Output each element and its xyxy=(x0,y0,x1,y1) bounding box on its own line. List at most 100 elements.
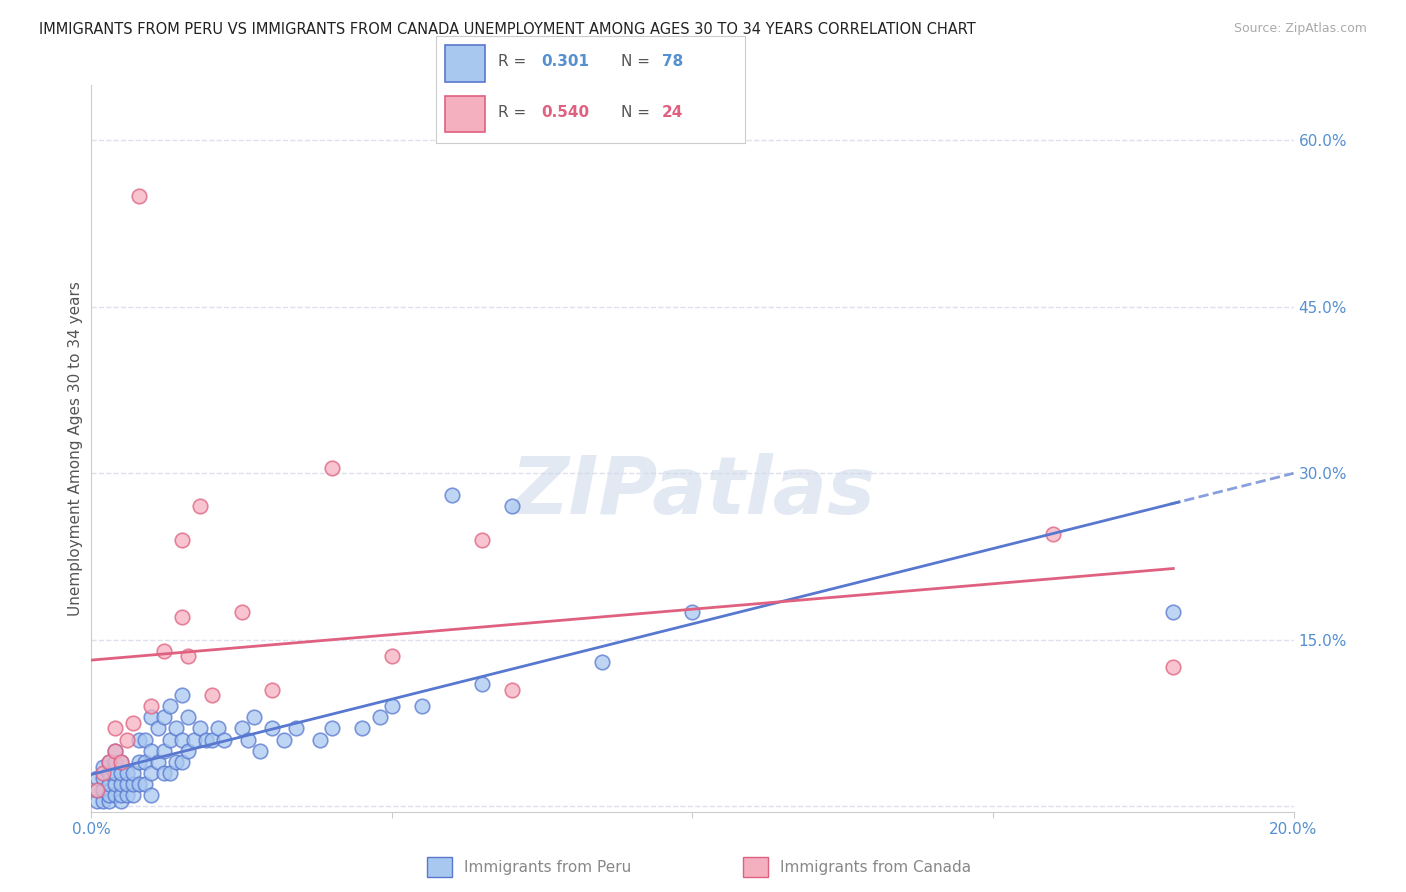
Y-axis label: Unemployment Among Ages 30 to 34 years: Unemployment Among Ages 30 to 34 years xyxy=(67,281,83,615)
Point xyxy=(104,765,127,780)
Text: 78: 78 xyxy=(662,54,683,69)
Point xyxy=(141,699,163,714)
Point xyxy=(152,765,174,780)
Point xyxy=(176,649,198,664)
Text: Source: ZipAtlas.com: Source: ZipAtlas.com xyxy=(1233,22,1367,36)
Point xyxy=(159,699,181,714)
Point xyxy=(350,722,373,736)
Point xyxy=(86,782,108,797)
Point xyxy=(501,682,523,697)
FancyBboxPatch shape xyxy=(446,95,485,132)
Point xyxy=(134,755,156,769)
Point xyxy=(152,744,174,758)
Point xyxy=(122,788,145,802)
Point xyxy=(231,722,253,736)
Point xyxy=(242,710,264,724)
Point xyxy=(86,782,108,797)
Point xyxy=(170,533,193,547)
Point xyxy=(104,744,127,758)
Point xyxy=(170,688,193,702)
Point xyxy=(104,777,127,791)
Point xyxy=(104,755,127,769)
Point xyxy=(110,777,132,791)
Point xyxy=(1042,527,1064,541)
Point xyxy=(471,533,494,547)
Point xyxy=(207,722,229,736)
Point xyxy=(170,755,193,769)
Text: 24: 24 xyxy=(662,105,683,120)
Point xyxy=(98,755,121,769)
Point xyxy=(104,722,127,736)
Point xyxy=(170,610,193,624)
Text: Immigrants from Peru: Immigrants from Peru xyxy=(464,860,631,874)
Point xyxy=(110,755,132,769)
Point xyxy=(86,794,108,808)
Point xyxy=(117,732,139,747)
Text: R =: R = xyxy=(498,105,531,120)
Point xyxy=(284,722,307,736)
Point xyxy=(681,605,703,619)
Point xyxy=(440,488,463,502)
Point xyxy=(201,732,224,747)
Point xyxy=(128,188,150,202)
Point xyxy=(134,732,156,747)
Text: IMMIGRANTS FROM PERU VS IMMIGRANTS FROM CANADA UNEMPLOYMENT AMONG AGES 30 TO 34 : IMMIGRANTS FROM PERU VS IMMIGRANTS FROM … xyxy=(39,22,976,37)
Point xyxy=(176,744,198,758)
Point xyxy=(260,722,283,736)
Point xyxy=(93,765,115,780)
Point xyxy=(471,677,494,691)
Point xyxy=(141,710,163,724)
Point xyxy=(249,744,271,758)
Point xyxy=(188,500,211,514)
Point xyxy=(170,732,193,747)
Point xyxy=(93,760,115,774)
Point xyxy=(110,788,132,802)
Point xyxy=(591,655,613,669)
Point xyxy=(134,777,156,791)
Point xyxy=(141,788,163,802)
Point xyxy=(146,755,169,769)
Point xyxy=(98,777,121,791)
Point xyxy=(104,744,127,758)
FancyBboxPatch shape xyxy=(427,857,451,877)
Text: N =: N = xyxy=(621,54,655,69)
Point xyxy=(159,765,181,780)
Point xyxy=(122,777,145,791)
Point xyxy=(110,765,132,780)
Point xyxy=(231,605,253,619)
Text: 0.301: 0.301 xyxy=(541,54,589,69)
Point xyxy=(86,772,108,786)
Point xyxy=(98,765,121,780)
Point xyxy=(122,715,145,730)
Point xyxy=(141,744,163,758)
Point xyxy=(110,794,132,808)
Point xyxy=(93,772,115,786)
Point xyxy=(152,644,174,658)
Point xyxy=(1161,605,1184,619)
Point xyxy=(104,788,127,802)
Point xyxy=(236,732,259,747)
Point xyxy=(93,794,115,808)
Point xyxy=(117,777,139,791)
Point xyxy=(122,765,145,780)
Point xyxy=(501,500,523,514)
Point xyxy=(194,732,217,747)
Text: Immigrants from Canada: Immigrants from Canada xyxy=(780,860,972,874)
Point xyxy=(93,782,115,797)
Point xyxy=(159,732,181,747)
Point xyxy=(176,710,198,724)
Point xyxy=(260,682,283,697)
Point xyxy=(381,649,404,664)
Point xyxy=(128,777,150,791)
Point xyxy=(321,460,343,475)
Point xyxy=(183,732,205,747)
Text: 0.540: 0.540 xyxy=(541,105,589,120)
Point xyxy=(212,732,235,747)
FancyBboxPatch shape xyxy=(446,45,485,82)
Point xyxy=(273,732,295,747)
Point xyxy=(1161,660,1184,674)
Point xyxy=(117,788,139,802)
Text: N =: N = xyxy=(621,105,655,120)
FancyBboxPatch shape xyxy=(744,857,768,877)
Point xyxy=(110,755,132,769)
